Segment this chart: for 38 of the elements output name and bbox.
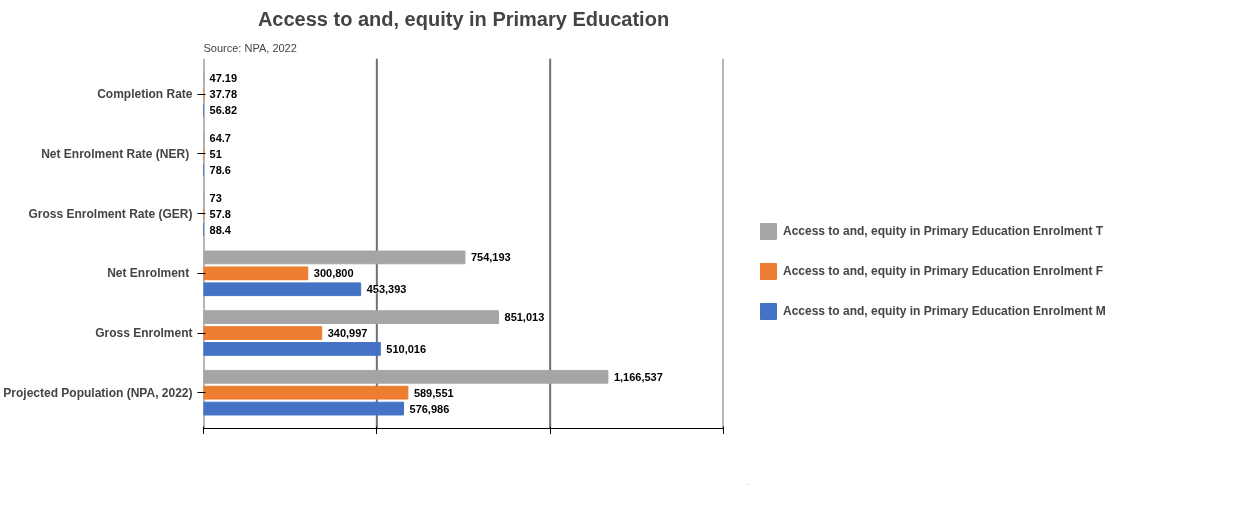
legend-label: Access to and, equity in Primary Education Enrolment F [783,264,1104,278]
data-label: 56.82 [209,104,238,117]
data-label: 51 [209,147,222,160]
source-note: Source: NPA, 2022 [203,41,297,54]
bar [203,282,362,297]
data-label: 88.4 [209,223,232,236]
data-label: 37.78 [209,88,238,101]
bar [203,326,323,340]
data-label: 78.6 [209,163,231,176]
bar [203,369,609,384]
data-label: 851,013 [504,311,545,324]
bar [203,342,381,356]
data-label: 340,997 [327,327,368,340]
bar [203,310,500,324]
legend-label: Access to and, equity in Primary Education Enrolment T [783,224,1104,238]
data-label: 510,016 [386,342,427,355]
y-tick-label: Projected Population (NPA, 2022) [3,385,193,400]
data-label: 589,551 [413,386,454,399]
data-label: 754,193 [470,251,511,264]
data-label: 1,166,537 [613,370,663,383]
bar [203,266,309,281]
bar [203,401,405,416]
y-tick-label: Completion Rate [97,87,193,102]
bar [203,250,466,265]
data-label: 73 [209,191,222,204]
y-tick-label: Net Enrolment Rate (NER) [41,146,190,161]
legend-label: Access to and, equity in Primary Education Enrolment M [783,304,1106,318]
y-tick-label: Net Enrolment [107,266,190,281]
data-label: 47.19 [209,72,238,85]
y-tick-label: Gross Enrolment Rate (GER) [28,206,193,221]
y-tick-label: Gross Enrolment [95,326,193,341]
chart-title: Access to and, equity in Primary Education [257,7,670,30]
data-label: 57.8 [209,207,231,220]
bar [203,385,409,400]
data-label: 300,800 [313,267,354,280]
data-label: 576,986 [409,402,450,415]
data-label: 64.7 [209,132,231,145]
data-label: 453,393 [366,283,407,296]
